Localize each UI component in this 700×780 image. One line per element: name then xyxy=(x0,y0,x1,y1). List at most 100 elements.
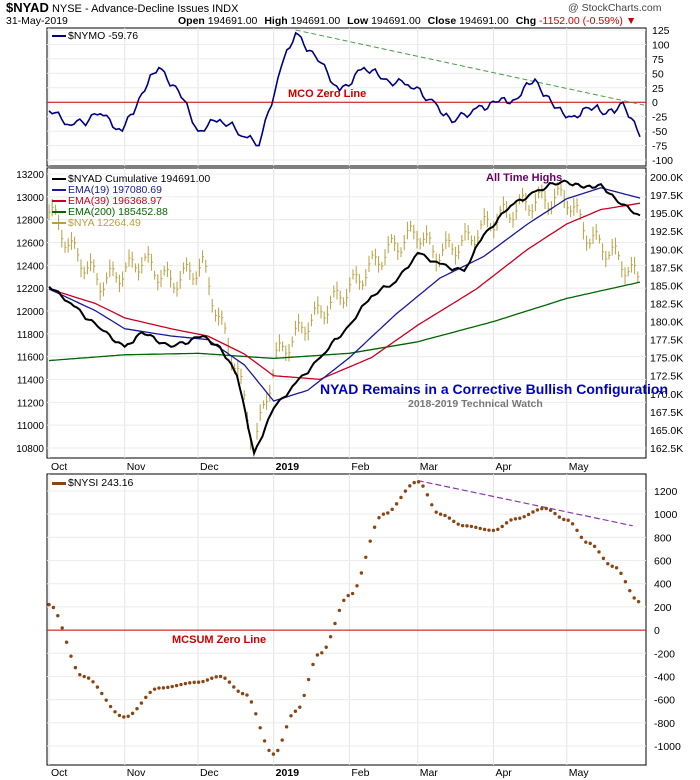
y-tick-label: 600 xyxy=(654,556,672,568)
nysi-point xyxy=(328,635,333,639)
ema200-line xyxy=(48,281,641,362)
x-tick-label: Apr xyxy=(495,767,512,779)
x-tick-label: Feb xyxy=(351,767,369,779)
nysi-point xyxy=(496,527,500,532)
nysi-point xyxy=(469,524,474,529)
nysi-point xyxy=(183,681,188,686)
y-tick-label-right: 192.5K xyxy=(650,226,683,238)
nysi-point xyxy=(126,714,130,718)
mco-zero-label: MCO Zero Line xyxy=(288,88,367,100)
nysi-point xyxy=(403,489,408,493)
nysi-point xyxy=(148,690,152,695)
nysi-point xyxy=(355,584,359,588)
chart-date: 31-May-2019 xyxy=(6,15,68,27)
nysi-point xyxy=(430,503,434,507)
nyad-line xyxy=(48,179,641,457)
y-tick-label-right: 195.0K xyxy=(650,208,683,220)
down-arrow-icon: ▼ xyxy=(625,15,637,27)
x-tick-label: Nov xyxy=(127,767,146,779)
nysi-point xyxy=(218,674,223,679)
nysi-trendline xyxy=(417,479,633,527)
nysi-point xyxy=(161,686,166,690)
y-tick-label-right: 175.0K xyxy=(650,353,683,365)
nysi-point xyxy=(56,614,60,618)
nysi-point xyxy=(381,512,386,516)
x-tick-label: Oct xyxy=(51,461,67,473)
y-tick-label-left: 11400 xyxy=(17,376,45,387)
change-value: -1152.00 (-0.59%) xyxy=(539,15,623,27)
nysi-point xyxy=(416,480,421,484)
nysi-point xyxy=(51,605,56,610)
nysi-point xyxy=(262,739,267,743)
nysi-point xyxy=(359,571,364,575)
x-tick-label: Mar xyxy=(420,461,439,473)
nysi-point xyxy=(443,513,447,518)
y-tick-label-left: 12600 xyxy=(16,239,44,250)
nymo-legend-text: $NYMO -59.76 xyxy=(68,30,139,42)
nysi-point xyxy=(293,709,298,713)
y-tick-label-right: 172.5K xyxy=(650,371,683,383)
nysi-point xyxy=(592,544,597,549)
nysi-point xyxy=(438,512,443,516)
nysi-point xyxy=(139,701,144,705)
nysi-point xyxy=(425,493,430,497)
nysi-point xyxy=(377,516,381,520)
nysi-point xyxy=(632,596,636,600)
y-tick-label: 50 xyxy=(652,68,664,80)
nysi-point xyxy=(562,517,566,522)
nysi-point xyxy=(258,726,262,730)
nysi-point xyxy=(386,511,390,515)
y-tick-label: -800 xyxy=(654,718,675,730)
nysi-point xyxy=(324,645,328,649)
nysi-point xyxy=(157,686,161,690)
nysi-point xyxy=(636,599,641,604)
nysi-point xyxy=(144,695,148,700)
nysi-point xyxy=(584,540,588,544)
nysi-point xyxy=(390,507,394,512)
x-tick-label: Oct xyxy=(51,767,67,779)
nysi-point xyxy=(491,528,496,533)
nysi-point xyxy=(531,510,535,514)
nysi-point xyxy=(284,725,289,729)
nysi-point xyxy=(610,564,614,568)
y-tick-label-right: 162.5K xyxy=(650,443,683,455)
nysi-point xyxy=(271,752,276,756)
y-tick-label: -200 xyxy=(654,648,675,660)
nysi-point xyxy=(240,691,245,696)
description: - Advance-Decline Issues xyxy=(84,3,210,15)
y-tick-label-right: 200.0K xyxy=(650,172,683,184)
x-tick-label: May xyxy=(569,461,590,473)
y-tick-label-left: 12400 xyxy=(16,261,44,272)
x-tick-label: Feb xyxy=(351,461,369,473)
nysi-point xyxy=(456,522,460,526)
nysi-point xyxy=(421,484,425,488)
y-tick-label: 0 xyxy=(654,625,660,637)
y-tick-label: 200 xyxy=(654,602,672,614)
y-tick-label: -1000 xyxy=(654,741,681,753)
legend-item-nya: $NYA 12264.49 xyxy=(52,218,210,229)
panel-frame-2 xyxy=(46,167,647,459)
nysi-point xyxy=(478,526,482,531)
nysi-point xyxy=(104,698,108,702)
nysi-point xyxy=(166,685,170,690)
nysi-point xyxy=(509,518,513,522)
nysi-point xyxy=(73,665,78,670)
nysi-point xyxy=(130,711,135,716)
y-tick-label-left: 12800 xyxy=(16,216,44,227)
y-tick-label-right: 190.0K xyxy=(650,244,683,256)
exchange: NYSE xyxy=(51,3,82,15)
y-tick-label: 100 xyxy=(652,39,670,51)
nysi-point xyxy=(249,700,254,704)
nysi-point xyxy=(113,710,117,714)
nysi-point xyxy=(205,678,210,682)
nysi-point xyxy=(526,512,531,517)
nysi-point xyxy=(465,524,469,528)
y-tick-label: -600 xyxy=(654,695,675,707)
y-tick-label-left: 10800 xyxy=(16,444,44,455)
nysi-point xyxy=(566,518,570,522)
legend-item-ema39: EMA(39) 196368.97 xyxy=(52,196,210,207)
nysi-point xyxy=(201,679,205,684)
low-value: 194691.00 xyxy=(371,15,421,27)
nysi-point xyxy=(452,519,456,524)
